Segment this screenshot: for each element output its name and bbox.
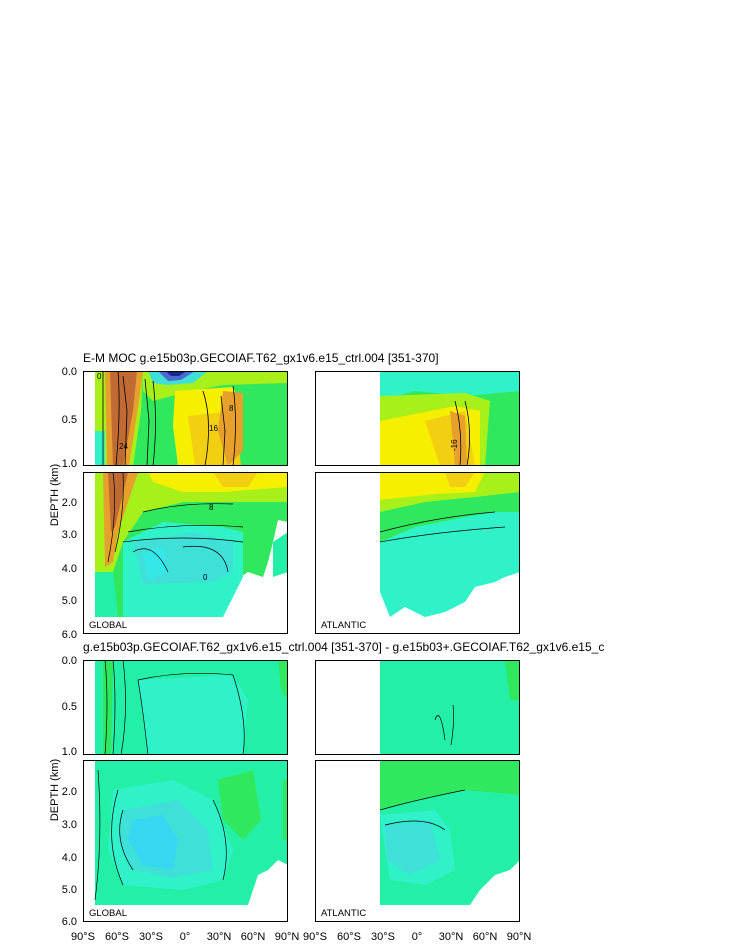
y-tick-label: 1.0: [62, 746, 77, 758]
x-tick-label: 30°S: [139, 931, 163, 943]
x-tick-label: 90°S: [303, 931, 327, 943]
x-tick-label: 90°S: [71, 931, 95, 943]
y-tick-label: 6.0: [62, 629, 77, 641]
top-atlantic-lower-plot: ATLANTIC: [315, 472, 520, 634]
y-tick-label: 0.5: [62, 701, 77, 713]
top-global-lower-plot: 8 0 GLOBAL: [83, 472, 288, 634]
bottom-atlantic-upper-plot: [315, 660, 520, 755]
y-tick-label: 0.0: [62, 655, 77, 667]
bottom-global-upper-plot: [83, 660, 288, 755]
top-atlantic-upper-plot: -16: [315, 371, 520, 466]
contour-label: 24: [119, 442, 128, 451]
y-tick-label: 0.0: [62, 366, 77, 378]
x-tick-label: 60°N: [473, 931, 498, 943]
y-tick-label: 6.0: [62, 916, 77, 928]
y-tick-label: 3.0: [62, 819, 77, 831]
y-tick-label: 5.0: [62, 595, 77, 607]
x-tick-label: 60°S: [105, 931, 129, 943]
contour-label: -16: [450, 439, 459, 451]
y-axis-label: DEPTH (km): [49, 464, 61, 526]
x-tick-label: 0°: [412, 931, 423, 943]
bottom-atlantic-lower-plot: ATLANTIC: [315, 760, 520, 922]
y-tick-label: 5.0: [62, 884, 77, 896]
contour-label: 0: [203, 573, 208, 582]
contour-label: 8: [209, 503, 214, 512]
contour-label: 0: [97, 372, 102, 381]
x-tick-label: 60°S: [337, 931, 361, 943]
y-tick-label: 0.5: [62, 414, 77, 426]
x-tick-label: 30°N: [207, 931, 232, 943]
top-global-upper-plot: 0 24 16 8: [83, 371, 288, 466]
x-tick-label: 30°N: [439, 931, 464, 943]
y-tick-label: 2.0: [62, 786, 77, 798]
y-tick-label: 1.0: [62, 458, 77, 470]
basin-label-global: GLOBAL: [89, 620, 127, 631]
basin-label-atlantic: ATLANTIC: [321, 908, 366, 919]
bottom-figure-title: g.e15b03p.GECOIAF.T62_gx1v6.e15_ctrl.004…: [83, 640, 604, 654]
basin-label-atlantic: ATLANTIC: [321, 620, 366, 631]
y-tick-label: 4.0: [62, 563, 77, 575]
x-tick-label: 60°N: [241, 931, 266, 943]
contour-label: 8: [229, 404, 234, 413]
y-tick-label: 3.0: [62, 529, 77, 541]
y-tick-label: 4.0: [62, 852, 77, 864]
basin-label-global: GLOBAL: [89, 908, 127, 919]
bottom-global-lower-plot: GLOBAL: [83, 760, 288, 922]
contour-label: 16: [209, 424, 218, 433]
x-tick-label: 90°N: [507, 931, 532, 943]
y-tick-label: 2.0: [62, 497, 77, 509]
top-figure-title: E-M MOC g.e15b03p.GECOIAF.T62_gx1v6.e15_…: [83, 351, 439, 365]
x-tick-label: 0°: [180, 931, 191, 943]
y-axis-label: DEPTH (km): [49, 759, 61, 821]
x-tick-label: 30°S: [371, 931, 395, 943]
x-tick-label: 90°N: [275, 931, 300, 943]
